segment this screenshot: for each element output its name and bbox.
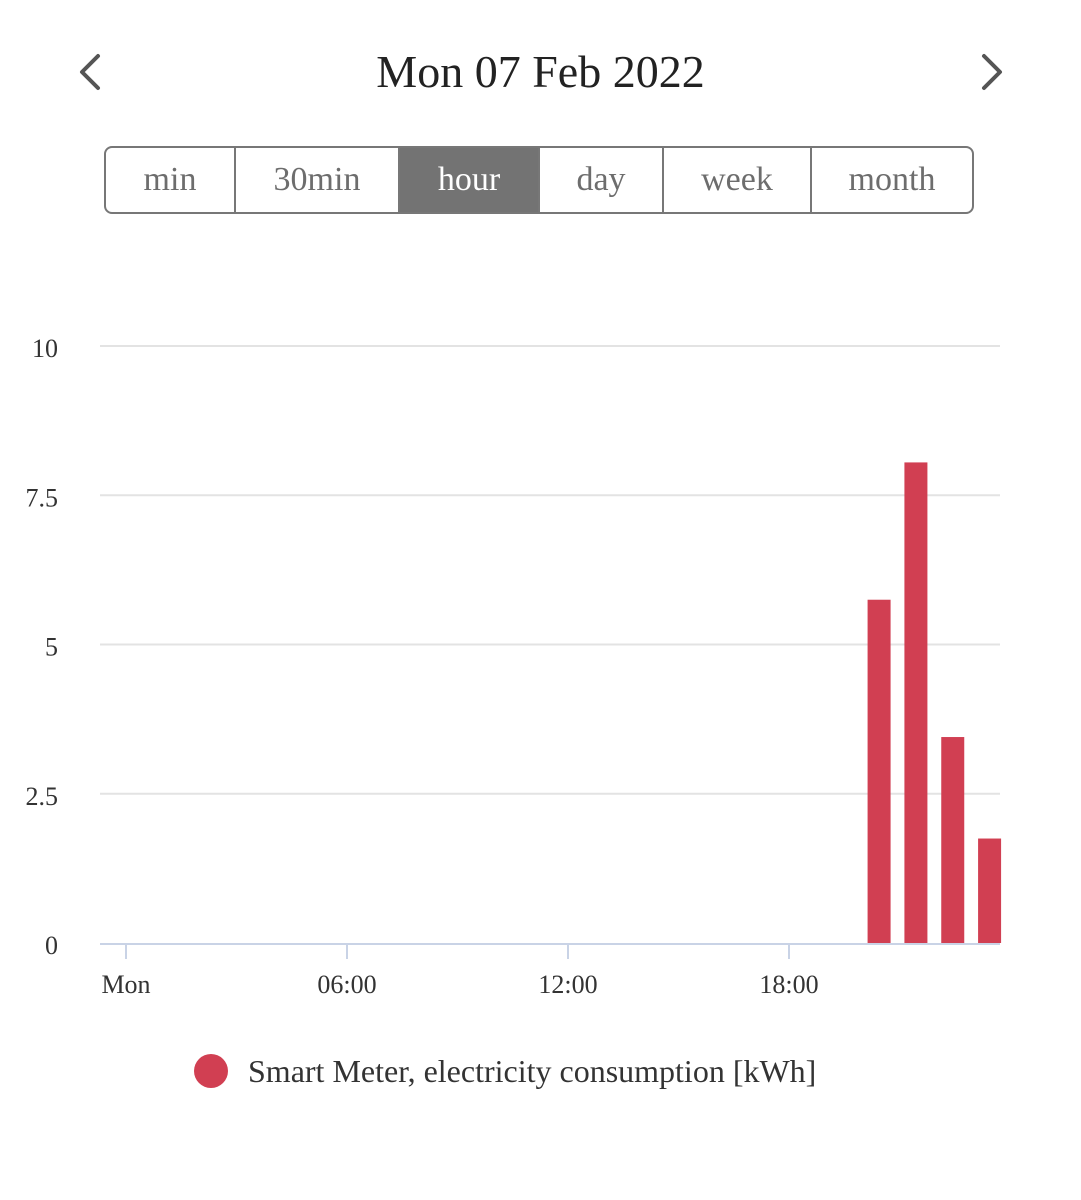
chevron-right-icon <box>982 54 1002 90</box>
range-option-min[interactable]: min <box>106 148 236 212</box>
date-header: Mon 07 Feb 2022 <box>0 30 1081 114</box>
date-title: Mon 07 Feb 2022 <box>376 46 705 97</box>
x-tick-label: Mon <box>101 970 150 999</box>
x-axis: Mon 06:00 12:00 18:00 <box>100 943 1000 999</box>
range-option-week[interactable]: week <box>664 148 812 212</box>
legend[interactable]: Smart Meter, electricity consumption [kW… <box>194 1046 816 1096</box>
x-tick-label: 06:00 <box>317 970 376 999</box>
y-tick-label: 7.5 <box>26 483 59 512</box>
x-tick-label: 12:00 <box>538 970 597 999</box>
range-option-30min[interactable]: 30min <box>236 148 400 212</box>
chevron-left-icon <box>80 54 100 90</box>
next-day-button[interactable] <box>970 44 1014 100</box>
bars <box>867 462 1002 943</box>
y-tick-label: 0 <box>45 931 58 960</box>
bar[interactable] <box>978 838 1002 943</box>
bar[interactable] <box>941 737 965 943</box>
y-axis-labels: 0 2.5 5 7.5 10 <box>26 334 59 960</box>
y-tick-label: 5 <box>45 633 58 662</box>
bar[interactable] <box>867 599 891 943</box>
previous-day-button[interactable] <box>68 44 112 100</box>
range-option-day[interactable]: day <box>540 148 664 212</box>
legend-label: Smart Meter, electricity consumption [kW… <box>248 1052 817 1089</box>
range-option-hour[interactable]: hour <box>400 148 540 212</box>
bar[interactable] <box>904 462 928 943</box>
y-tick-label: 10 <box>32 334 58 363</box>
y-tick-label: 2.5 <box>26 782 59 811</box>
range-selector: min 30min hour day week month <box>104 146 974 214</box>
grid-lines <box>100 345 1000 795</box>
range-option-month[interactable]: month <box>848 161 936 198</box>
legend-marker <box>194 1054 228 1088</box>
x-tick-label: 18:00 <box>759 970 818 999</box>
